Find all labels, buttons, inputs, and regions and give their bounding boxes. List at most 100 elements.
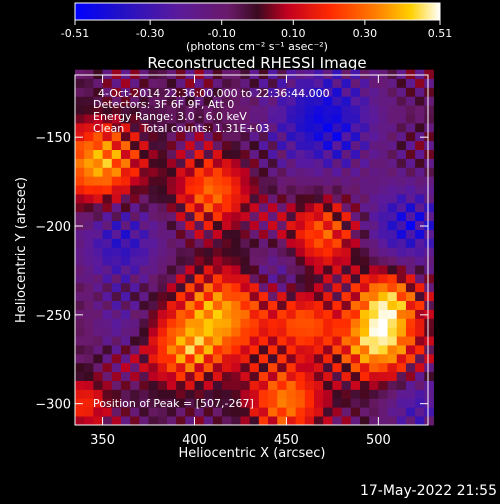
- heatmap-cell: [157, 273, 168, 284]
- heatmap-cell: [304, 167, 315, 177]
- heatmap-cell: [387, 291, 398, 302]
- heatmap-cell: [332, 185, 342, 195]
- peak-position-label: Position of Peak = [507,-267]: [93, 397, 254, 410]
- heatmap-cell: [84, 87, 94, 97]
- heatmap-cell: [415, 265, 425, 275]
- heatmap-cell: [350, 353, 361, 364]
- heatmap-cell: [93, 398, 103, 408]
- heatmap-cell: [111, 416, 122, 426]
- heatmap-cell: [314, 202, 324, 213]
- info-detectors: Detectors: 3F 6F 9F, Att 0: [93, 98, 234, 111]
- heatmap-cell: [203, 176, 214, 186]
- heatmap-cell: [424, 247, 434, 257]
- heatmap-cell: [304, 87, 315, 97]
- heatmap-cell: [396, 194, 407, 204]
- heatmap-cell: [102, 265, 113, 275]
- y-axis-label: Heliocentric Y (arcsec): [14, 177, 29, 323]
- heatmap-cell: [277, 87, 287, 97]
- heatmap-cell: [314, 220, 324, 230]
- heatmap-cell: [157, 105, 168, 115]
- heatmap-cell: [111, 282, 122, 293]
- heatmap-cell: [304, 114, 315, 124]
- heatmap-cell: [359, 273, 370, 284]
- heatmap-cell: [341, 114, 352, 124]
- heatmap-cell: [148, 105, 159, 115]
- heatmap-cell: [139, 282, 149, 293]
- heatmap-cell: [314, 87, 324, 97]
- heatmap-cell: [130, 353, 140, 364]
- heatmap-cell: [378, 291, 388, 302]
- heatmap-cell: [387, 176, 398, 186]
- heatmap-cell: [212, 247, 223, 257]
- heatmap-cell: [268, 220, 278, 230]
- heatmap-cell: [222, 176, 232, 186]
- heatmap-cell: [286, 389, 297, 399]
- heatmap-cell: [424, 327, 434, 337]
- heatmap-cell: [350, 362, 361, 373]
- heatmap-cell: [286, 238, 297, 248]
- heatmap-cell: [148, 398, 159, 408]
- heatmap-cell: [341, 69, 352, 79]
- heatmap-cell: [240, 336, 251, 346]
- heatmap-cell: [332, 149, 342, 159]
- heatmap-cell: [359, 131, 370, 142]
- heatmap-cell: [249, 327, 260, 337]
- heatmap-cell: [396, 176, 407, 186]
- heatmap-cell: [387, 318, 398, 328]
- heatmap-cell: [139, 353, 149, 364]
- heatmap-cell: [332, 122, 342, 133]
- heatmap-cell: [332, 167, 342, 177]
- heatmap-cell: [139, 122, 149, 133]
- heatmap-cell: [314, 309, 324, 319]
- heatmap-cell: [396, 265, 407, 275]
- heatmap-cell: [139, 114, 149, 124]
- heatmap-cell: [194, 122, 205, 133]
- heatmap-cell: [314, 300, 324, 310]
- heatmap-cell: [387, 265, 398, 275]
- heatmap-cell: [295, 96, 306, 106]
- heatmap-cell: [130, 282, 140, 293]
- heatmap-cell: [240, 416, 251, 426]
- heatmap-cell: [84, 185, 94, 195]
- heatmap-cell: [277, 398, 287, 408]
- heatmap-cell: [369, 291, 379, 302]
- heatmap-cell: [176, 398, 186, 408]
- heatmap-cell: [157, 69, 168, 79]
- heatmap-cell: [240, 158, 251, 168]
- heatmap-cell: [350, 78, 361, 88]
- heatmap-cell: [369, 69, 379, 79]
- heatmap-cell: [139, 291, 149, 302]
- heatmap-cell: [378, 345, 388, 355]
- heatmap-cell: [75, 185, 85, 195]
- heatmap-cell: [84, 282, 94, 293]
- heatmap-cell: [166, 291, 177, 302]
- heatmap-cell: [405, 167, 416, 177]
- heatmap-cell: [240, 238, 251, 248]
- heatmap-cell: [405, 345, 416, 355]
- heatmap-cell: [249, 362, 260, 373]
- heatmap-cell: [369, 300, 379, 310]
- heatmap-cell: [231, 398, 241, 408]
- heatmap-cell: [111, 131, 122, 142]
- heatmap-cell: [84, 69, 94, 79]
- heatmap-cell: [176, 114, 186, 124]
- heatmap-cell: [424, 211, 434, 222]
- heatmap-cell: [222, 273, 232, 284]
- heatmap-cell: [157, 167, 168, 177]
- heatmap-cell: [323, 87, 333, 97]
- heatmap-cell: [212, 389, 223, 399]
- heatmap-cell: [166, 220, 177, 230]
- heatmap-cell: [185, 96, 195, 106]
- heatmap-cell: [304, 407, 315, 417]
- heatmap-cell: [139, 238, 149, 248]
- heatmap-cell: [231, 194, 241, 204]
- heatmap-cell: [166, 282, 177, 293]
- heatmap-cell: [240, 282, 251, 293]
- heatmap-cell: [304, 211, 315, 222]
- heatmap-cell: [222, 220, 232, 230]
- heatmap-cell: [350, 202, 361, 213]
- heatmap-cell: [222, 167, 232, 177]
- heatmap-cell: [231, 380, 241, 390]
- heatmap-cell: [240, 229, 251, 239]
- heatmap-cell: [277, 105, 287, 115]
